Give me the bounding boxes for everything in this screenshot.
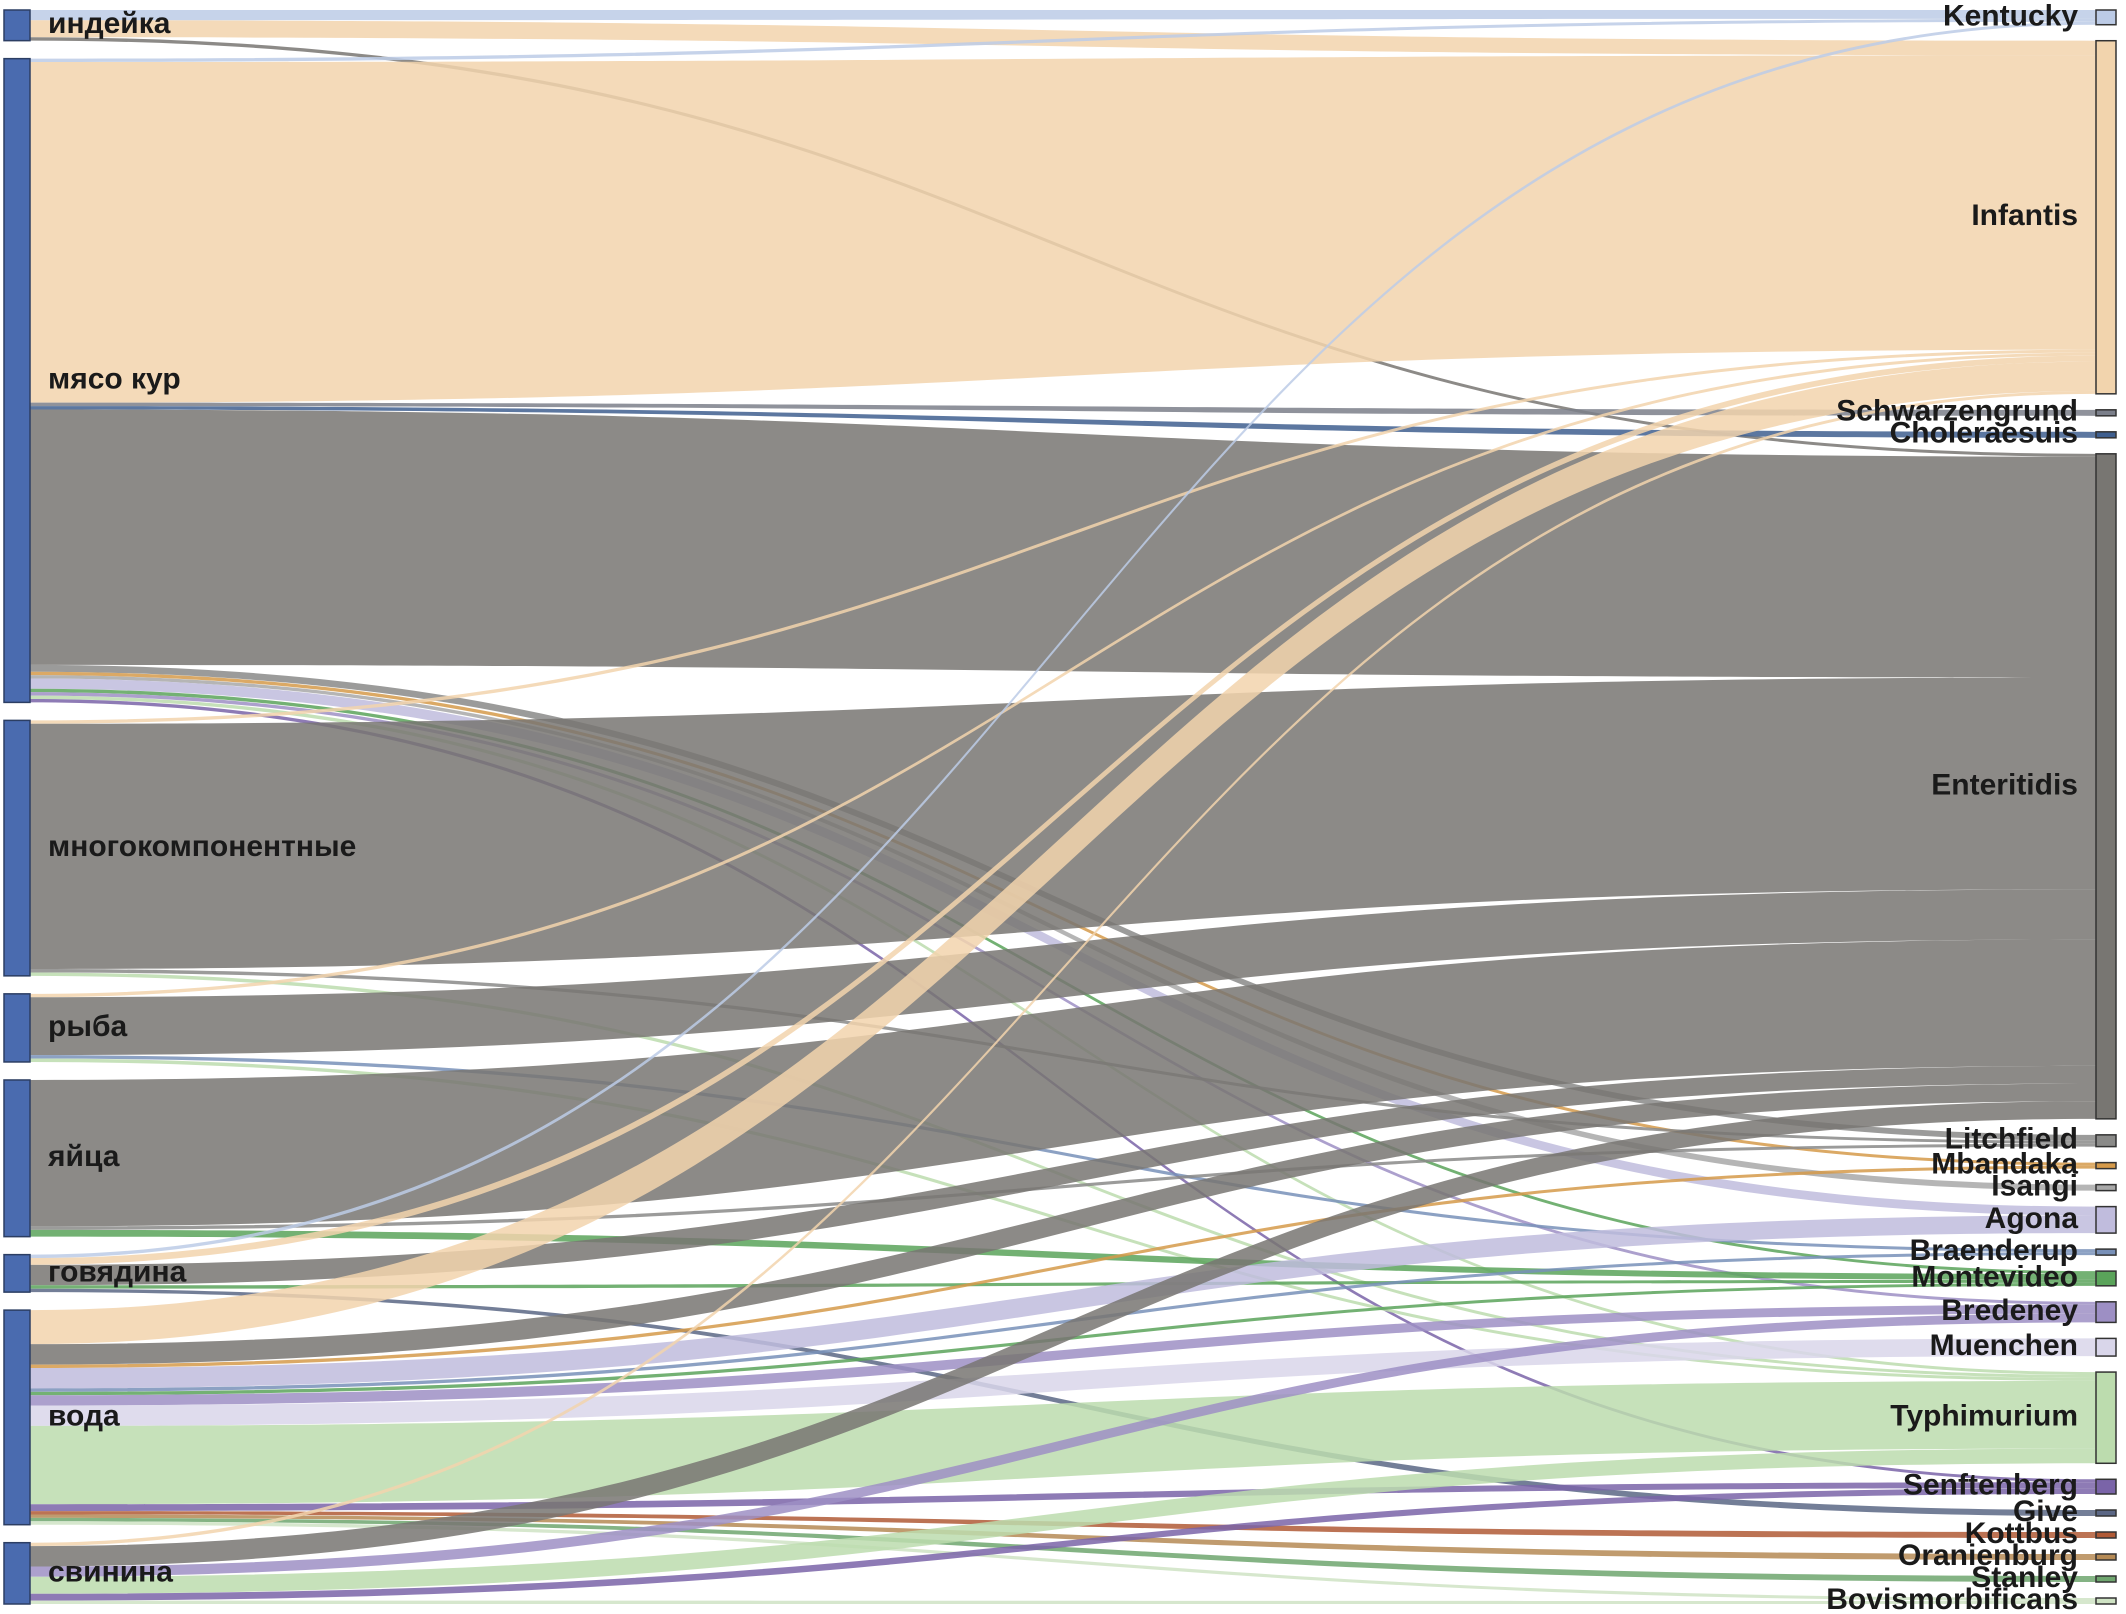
- link-мясо-кур-isangi: [30, 675, 2096, 1191]
- target-label-montevideo: Montevideo: [1911, 1260, 2078, 1293]
- link-вода-oranienburg: [30, 1514, 2096, 1560]
- link-говядина-infantis: [30, 355, 2096, 1265]
- link-мясо-кур-infantis: [30, 55, 2096, 403]
- target-node-bredeney: [2095, 1301, 2117, 1324]
- target-node-mbandaka: [2095, 1161, 2117, 1170]
- link-многокомпонентные-infantis: [30, 349, 2096, 724]
- target-node-infantis: [2095, 39, 2117, 395]
- target-node-enteritidis: [2095, 453, 2117, 1120]
- target-node-bovismorbificans: [2095, 1597, 2117, 1605]
- target-label-muenchen: Muenchen: [1930, 1329, 2078, 1362]
- link-говядина-give: [30, 1288, 2096, 1516]
- source-node-рыба: [3, 993, 31, 1063]
- link-свинина-enteritidis: [30, 1101, 2096, 1567]
- target-label-bovismorbificans: Bovismorbificans: [1826, 1583, 2078, 1614]
- link-рыба-braenderup: [30, 1055, 2096, 1253]
- link-мясо-кур-bredeney: [30, 692, 2096, 1305]
- nodes-layer: [3, 9, 2117, 1605]
- target-label-oranienburg: Oranienburg: [1898, 1539, 2078, 1572]
- link-рыба-enteritidis: [30, 889, 2096, 1056]
- target-label-choleraesuis: Choleraesuis: [1890, 417, 2078, 450]
- target-label-braenderup: Braenderup: [1910, 1234, 2078, 1267]
- source-label-многокомпонентные: многокомпонентные: [48, 830, 356, 863]
- source-label-вода: вода: [48, 1399, 120, 1432]
- link-индейка-kentucky: [30, 10, 2096, 21]
- labels-layer: индейка мясо кур многокомпонентные рыба яйца…: [47, 0, 2078, 1614]
- link-свинина-bovismorbificans: [30, 1600, 2096, 1604]
- target-node-senftenberg: [2095, 1478, 2117, 1495]
- link-мясо-кур-enteritidis: [30, 409, 2096, 678]
- target-label-typhimurium: Typhimurium: [1890, 1400, 2078, 1433]
- link-многокомпонентные-enteritidis: [30, 677, 2096, 970]
- link-говядина-montevideo: [30, 1279, 2096, 1289]
- source-node-мясо-кур: [3, 57, 31, 704]
- link-яйца-montevideo: [30, 1229, 2096, 1280]
- link-вода-bredeney: [30, 1304, 2096, 1406]
- target-node-schwarzengrund: [2095, 409, 2117, 417]
- target-node-muenchen: [2095, 1337, 2117, 1357]
- link-вода-bovismorbificans: [30, 1521, 2096, 1601]
- target-label-kottbus: Kottbus: [1965, 1517, 2078, 1550]
- target-label-litchfield: Litchfield: [1945, 1123, 2078, 1156]
- target-node-kentucky: [2095, 9, 2117, 26]
- source-node-яйца: [3, 1079, 31, 1238]
- target-label-bredeney: Bredeney: [1941, 1294, 2078, 1327]
- link-яйца-enteritidis: [30, 939, 2096, 1227]
- target-node-isangi: [2095, 1183, 2117, 1192]
- target-node-litchfield: [2095, 1134, 2117, 1148]
- source-node-свинина: [3, 1541, 31, 1605]
- target-label-enteritidis: Enteritidis: [1931, 768, 2078, 801]
- link-вода-enteritidis: [30, 1083, 2096, 1365]
- source-label-рыба: рыба: [48, 1010, 127, 1043]
- link-мясо-кур-choleraesuis: [30, 406, 2096, 438]
- target-label-agona: Agona: [1985, 1202, 2079, 1235]
- link-свинина-infantis: [30, 390, 2096, 1547]
- source-node-вода: [3, 1309, 31, 1526]
- source-label-индейка: индейка: [48, 7, 171, 40]
- link-говядина-kentucky: [30, 21, 2096, 1259]
- source-node-индейка: [3, 9, 31, 42]
- source-label-говядина: говядина: [48, 1255, 187, 1288]
- target-node-kottbus: [2095, 1531, 2117, 1539]
- link-вода-stanley: [30, 1517, 2096, 1582]
- target-node-braenderup: [2095, 1248, 2117, 1256]
- target-label-isangi: Isangi: [1991, 1170, 2078, 1203]
- source-label-свинина: свинина: [48, 1555, 173, 1588]
- target-label-senftenberg: Senftenberg: [1903, 1469, 2078, 1502]
- target-label-stanley: Stanley: [1971, 1561, 2078, 1594]
- link-вода-braenderup: [30, 1252, 2096, 1392]
- target-node-agona: [2095, 1205, 2117, 1234]
- links-layer: [30, 10, 2096, 1604]
- target-label-schwarzengrund: Schwarzengrund: [1836, 395, 2078, 428]
- source-node-говядина: [3, 1253, 31, 1293]
- link-вода-infantis: [30, 361, 2096, 1345]
- link-вода-agona: [30, 1215, 2096, 1389]
- target-label-kentucky: Kentucky: [1943, 0, 2078, 32]
- source-label-яйца: яйца: [47, 1140, 120, 1173]
- target-node-oranienburg: [2095, 1553, 2117, 1561]
- link-индейка-infantis: [30, 20, 2096, 56]
- target-node-typhimurium: [2095, 1371, 2117, 1465]
- link-вода-muenchen: [30, 1338, 2096, 1426]
- link-вода-mbandaka: [30, 1165, 2096, 1369]
- link-рыба-infantis: [30, 352, 2096, 998]
- link-свинина-typhimurium: [30, 1448, 2096, 1594]
- link-свинина-bredeney: [30, 1313, 2096, 1577]
- target-label-give: Give: [2013, 1495, 2078, 1528]
- source-label-мясо-кур: мясо кур: [48, 362, 181, 395]
- link-говядина-enteritidis: [30, 1065, 2096, 1286]
- target-label-infantis: Infantis: [1971, 199, 2078, 232]
- target-node-montevideo: [2095, 1270, 2117, 1287]
- target-label-mbandaka: Mbandaka: [1931, 1148, 2078, 1181]
- link-свинина-senftenberg: [30, 1488, 2096, 1601]
- target-node-choleraesuis: [2095, 431, 2117, 439]
- target-node-stanley: [2095, 1575, 2117, 1583]
- source-node-многокомпонентные: [3, 719, 31, 977]
- link-яйца-litchfield: [30, 1143, 2096, 1230]
- target-node-give: [2095, 1509, 2117, 1517]
- link-мясо-кур-kentucky: [30, 18, 2096, 63]
- link-мясо-кур-schwarzengrund: [30, 402, 2096, 416]
